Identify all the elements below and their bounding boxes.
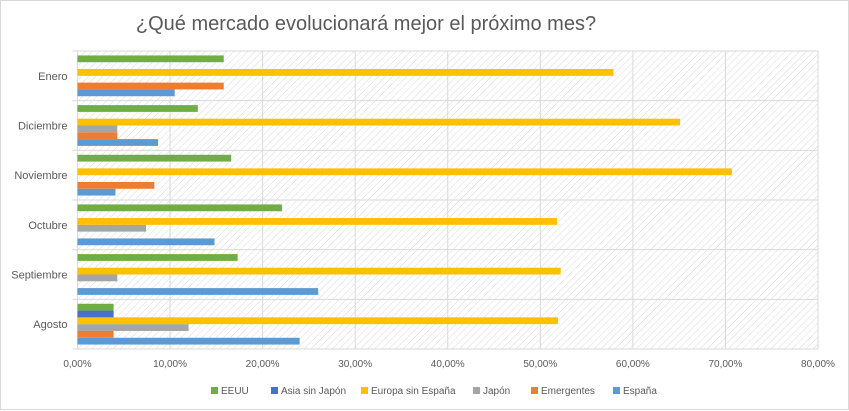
- bar-europa-sin-españa: [77, 118, 681, 126]
- legend-swatch: [361, 387, 368, 394]
- bar-japón: [77, 324, 189, 331]
- category-label: Agosto: [33, 319, 67, 331]
- category-label: Noviembre: [14, 170, 67, 182]
- legend-label: España: [623, 386, 657, 397]
- bar-españa: [77, 139, 159, 146]
- chart-title: ¿Qué mercado evolucionará mejor el próxi…: [136, 13, 596, 35]
- category-label: Septiembre: [11, 270, 67, 282]
- bar-eeuu: [77, 55, 224, 63]
- bar-emergentes: [77, 181, 155, 189]
- legend-swatch: [473, 387, 480, 394]
- x-tick-label: 70,00%: [708, 359, 742, 370]
- category-label: Enero: [38, 71, 67, 83]
- legend-swatch: [211, 387, 218, 394]
- bar-emergentes: [77, 132, 118, 140]
- x-tick-label: 0,00%: [63, 359, 91, 370]
- x-tick-label: 40,00%: [431, 359, 465, 370]
- x-tick-label: 10,00%: [153, 359, 187, 370]
- bar-europa-sin-españa: [77, 168, 732, 176]
- bar-eeuu: [77, 254, 238, 261]
- bar-españa: [77, 89, 175, 97]
- legend-label: EEUU: [221, 386, 249, 397]
- legend-label: Asia sin Japón: [281, 386, 346, 397]
- bar-japón: [77, 274, 118, 282]
- legend-label: Japón: [483, 386, 510, 397]
- category-label: Octubre: [28, 220, 67, 232]
- bar-españa: [77, 288, 319, 295]
- legend-label: Europa sin España: [371, 386, 456, 397]
- x-tick-label: 20,00%: [246, 359, 280, 370]
- legend-label: Emergentes: [541, 386, 595, 397]
- bar-eeuu: [77, 154, 232, 162]
- legend-swatch: [271, 387, 278, 394]
- bar-emergentes: [77, 82, 224, 90]
- bar-asia-sin-japón: [77, 310, 114, 318]
- bar-eeuu: [77, 303, 114, 311]
- category-label: Diciembre: [18, 121, 68, 133]
- legend-swatch: [613, 387, 620, 394]
- bar-europa-sin-españa: [77, 317, 558, 325]
- x-tick-label: 80,00%: [801, 359, 835, 370]
- bar-españa: [77, 337, 300, 345]
- bar-europa-sin-españa: [77, 69, 614, 76]
- bar-europa-sin-españa: [77, 267, 561, 275]
- x-tick-label: 30,00%: [338, 359, 372, 370]
- x-tick-label: 50,00%: [523, 359, 557, 370]
- legend-swatch: [531, 387, 538, 394]
- bar-europa-sin-españa: [77, 218, 557, 225]
- bar-japón: [77, 224, 146, 232]
- bar-españa: [77, 238, 215, 246]
- bar-eeuu: [77, 105, 198, 112]
- bar-emergentes: [77, 330, 114, 338]
- bar-españa: [77, 188, 116, 196]
- bar-eeuu: [77, 204, 283, 212]
- x-tick-label: 60,00%: [616, 359, 650, 370]
- bar-japón: [77, 125, 118, 133]
